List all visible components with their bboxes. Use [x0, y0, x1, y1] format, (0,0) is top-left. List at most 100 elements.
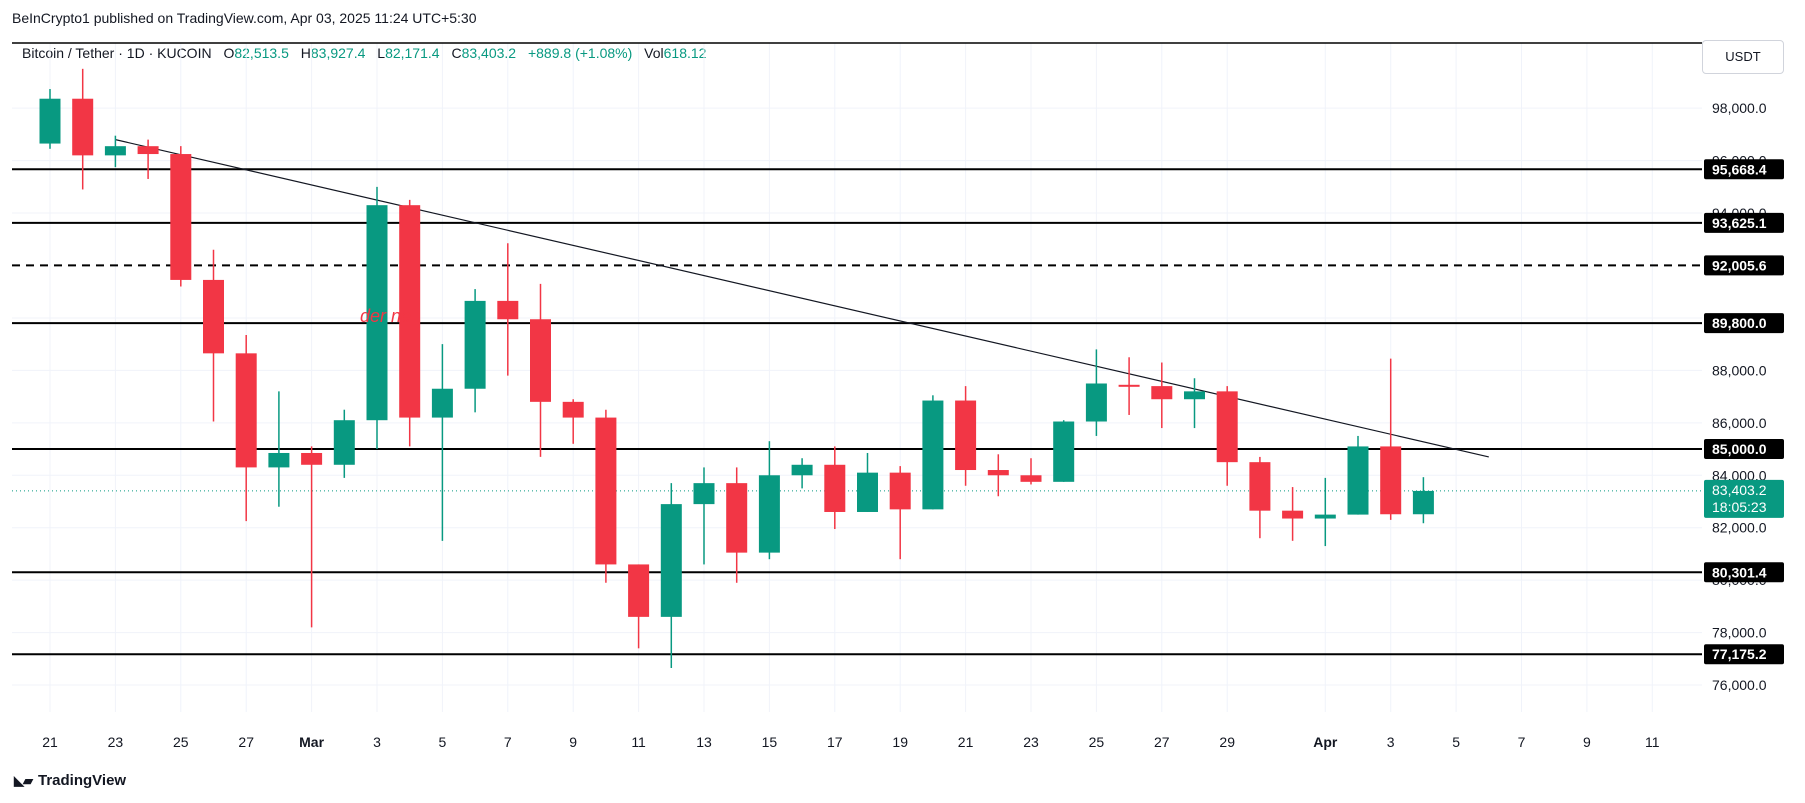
candle-up [431, 388, 453, 418]
level-price-label: 92,005.6 [1712, 257, 1767, 273]
tradingview-logo[interactable]: ◣▰ TradingView [14, 772, 126, 789]
last-price-box [1704, 479, 1784, 518]
candle-down [987, 470, 1009, 476]
level-price-box [1704, 562, 1784, 583]
candle-down [1249, 462, 1271, 511]
open-label: O [223, 45, 235, 61]
candle-down [72, 98, 94, 156]
price-tick-label: 76,000.0 [1712, 677, 1767, 693]
price-tick-label: 78,000.0 [1712, 625, 1767, 641]
price-tick-label: 98,000.0 [1712, 100, 1767, 116]
level-price-label: 93,625.1 [1712, 215, 1767, 231]
candle-up [660, 504, 682, 617]
level-price-box [1704, 439, 1784, 460]
candle-down [595, 417, 617, 565]
time-tick-label: 23 [1023, 734, 1039, 750]
level-price-box [1704, 159, 1784, 180]
open-value: 82,513.5 [234, 45, 289, 61]
candle-down [562, 401, 584, 418]
time-tick-label: 7 [504, 734, 512, 750]
level-price-label: 80,301.4 [1712, 564, 1767, 580]
candle-down [1118, 384, 1140, 387]
time-tick-label: 11 [631, 734, 646, 750]
level-price-label: 85,000.0 [1712, 441, 1767, 457]
symbol-name[interactable]: Bitcoin / Tether · 1D · KUCOIN [22, 45, 212, 61]
high-label: H [300, 45, 311, 61]
candle-down [824, 464, 846, 512]
time-tick-label: 5 [439, 734, 447, 750]
change-value: +889.8 (+1.08%) [527, 45, 633, 61]
watermark-text: der ne [360, 306, 411, 326]
candle-down [530, 319, 551, 402]
volume-label: Vol [644, 45, 664, 61]
time-tick-label: 21 [958, 734, 974, 750]
trendline [115, 139, 1489, 458]
candle-up [922, 400, 944, 510]
candle-up [758, 475, 780, 553]
price-tick-label: 84,000.0 [1712, 467, 1767, 483]
currency-button[interactable]: USDT [1702, 40, 1784, 74]
level-price-label: 89,800.0 [1712, 315, 1767, 331]
time-tick-label: 19 [892, 734, 908, 750]
low-label: L [377, 45, 386, 61]
candle-up [1184, 391, 1205, 400]
trendline-layer [12, 139, 1702, 492]
candle-up [268, 452, 290, 468]
candle-down [1282, 510, 1304, 519]
time-tick-label: 25 [173, 734, 189, 750]
candle-up [1347, 446, 1369, 515]
price-chart[interactable]: der ne 98,000.096,000.094,000.090,000.08… [0, 0, 1805, 760]
level-price-label: 77,175.2 [1712, 646, 1767, 662]
candle-up [693, 483, 715, 505]
candle-down [497, 300, 519, 320]
time-tick-label: 17 [827, 734, 843, 750]
time-tick-label: 9 [569, 734, 577, 750]
time-tick-label: Apr [1313, 734, 1338, 750]
time-tick-label: Mar [299, 734, 324, 750]
level-price-box [1704, 212, 1784, 233]
publisher-line: BeInCrypto1 published on TradingView.com… [12, 10, 477, 26]
time-tick-label: 3 [373, 734, 381, 750]
level-price-box [1704, 644, 1784, 665]
candle-down [955, 400, 977, 471]
candle-up [366, 205, 388, 421]
time-tick-label: 27 [1154, 734, 1170, 750]
candle-down [137, 146, 159, 155]
level-price-box [1704, 313, 1784, 334]
price-tick-label: 86,000.0 [1712, 415, 1767, 431]
candle-up [464, 300, 486, 389]
time-tick-label: 25 [1089, 734, 1105, 750]
time-tick-label: 13 [696, 734, 712, 750]
candle-down [1151, 386, 1173, 400]
time-tick-label: 29 [1219, 734, 1235, 750]
close-label: C [451, 45, 462, 61]
time-tick-label: 9 [1583, 734, 1591, 750]
tradingview-wordmark: TradingView [38, 772, 127, 789]
candle-down [1216, 391, 1238, 463]
candle-down [1020, 475, 1042, 482]
level-price-label: 95,668.4 [1712, 161, 1767, 177]
candle-down [889, 472, 911, 510]
time-tick-label: 21 [42, 734, 58, 750]
horizontal-levels [12, 168, 1702, 656]
watermark-layer: der ne [360, 306, 411, 326]
candle-down [235, 353, 257, 468]
volume-value: 618.12 [663, 45, 707, 61]
candle-up [791, 464, 813, 476]
countdown-label: 18:05:23 [1712, 499, 1767, 515]
time-tick-label: 11 [1645, 734, 1660, 750]
candle-down [399, 205, 421, 418]
candle-down [628, 564, 650, 617]
candle-down [301, 452, 323, 465]
candle-up [1412, 490, 1434, 515]
price-tick-label: 88,000.0 [1712, 362, 1767, 378]
candle-up [39, 98, 61, 144]
candle-up [1053, 421, 1075, 482]
time-tick-label: 27 [238, 734, 254, 750]
candle-down [1380, 446, 1402, 515]
candle-up [104, 146, 126, 156]
close-value: 83,403.2 [461, 45, 517, 61]
candle-up [1085, 383, 1107, 422]
price-axis: 98,000.096,000.094,000.090,000.088,000.0… [1704, 100, 1784, 693]
candle-up [333, 420, 355, 465]
